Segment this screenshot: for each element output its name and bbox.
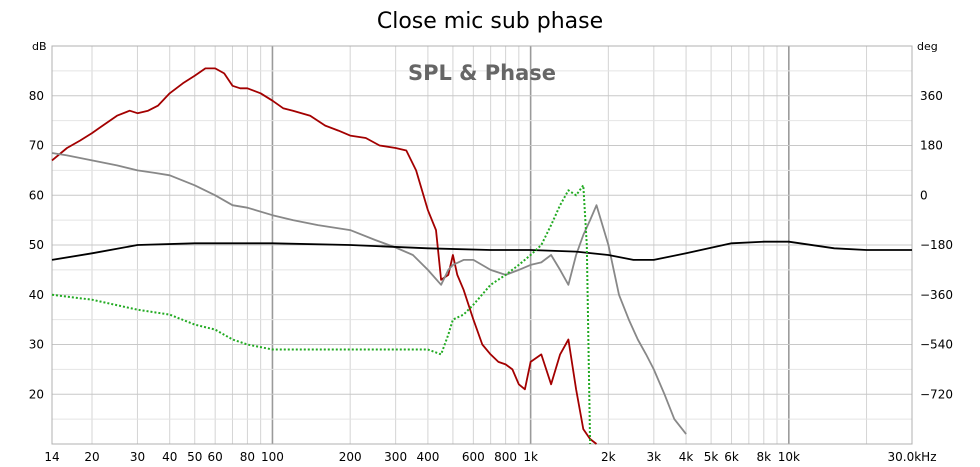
- x-tick-labels: 14 20 30 40 50 60 80 100 200 300 400 600 800 1k 2k 3k 4k…: [44, 450, 936, 464]
- y-left-tick-labels: 20 30 40 50 60 70 80: [29, 89, 44, 402]
- y-right-tick-label: −180: [920, 238, 953, 252]
- x-tick-label: 50: [187, 450, 202, 464]
- x-tick-label: 60: [208, 450, 223, 464]
- x-tick-label: 80: [240, 450, 255, 464]
- series-line-0: [51, 67, 598, 445]
- series-group: [51, 67, 912, 445]
- x-tick-label: 30.0kHz: [888, 450, 937, 464]
- series-line-3: [51, 184, 592, 445]
- series-line-2: [51, 240, 912, 261]
- y-left-tick-label: 70: [29, 139, 44, 153]
- x-tick-label: 300: [384, 450, 407, 464]
- x-tick-label: 4k: [679, 450, 694, 464]
- y-right-unit: deg: [917, 40, 938, 53]
- y-left-tick-label: 20: [29, 387, 44, 401]
- x-tick-label: 20: [84, 450, 99, 464]
- x-tick-label: 5k: [704, 450, 719, 464]
- y-left-tick-label: 50: [29, 238, 44, 252]
- x-tick-label: 3k: [647, 450, 662, 464]
- x-tick-label: 6k: [724, 450, 739, 464]
- x-tick-label: 1k: [523, 450, 538, 464]
- x-tick-label: 8k: [756, 450, 771, 464]
- x-tick-label: 14: [44, 450, 59, 464]
- plot-area: [51, 45, 913, 445]
- y-left-tick-label: 30: [29, 338, 44, 352]
- x-tick-label: 2k: [601, 450, 616, 464]
- y-right-tick-label: −540: [920, 338, 953, 352]
- x-tick-label: 40: [162, 450, 177, 464]
- y-left-tick-label: 60: [29, 188, 44, 202]
- x-tick-label: 800: [494, 450, 517, 464]
- x-tick-label: 200: [339, 450, 362, 464]
- y-right-tick-label: −360: [920, 288, 953, 302]
- y-left-tick-label: 40: [29, 288, 44, 302]
- x-tick-label: 100: [261, 450, 284, 464]
- y-right-tick-label: −720: [920, 387, 953, 401]
- grid: [52, 46, 913, 444]
- y-right-tick-label: 180: [920, 139, 943, 153]
- y-right-tick-labels: 360 180 0 −180 −360 −540 −720: [920, 89, 953, 402]
- x-tick-label: 10k: [778, 450, 800, 464]
- x-tick-label: 400: [416, 450, 439, 464]
- x-tick-label: 600: [462, 450, 485, 464]
- y-right-tick-label: 0: [920, 188, 928, 202]
- x-tick-label: 30: [130, 450, 145, 464]
- series-line-1: [51, 152, 687, 435]
- y-right-tick-label: 360: [920, 89, 943, 103]
- y-left-unit: dB: [32, 40, 47, 53]
- chart-subtitle: SPL & Phase: [408, 61, 556, 85]
- y-left-tick-label: 80: [29, 89, 44, 103]
- chart-title: Close mic sub phase: [377, 9, 603, 34]
